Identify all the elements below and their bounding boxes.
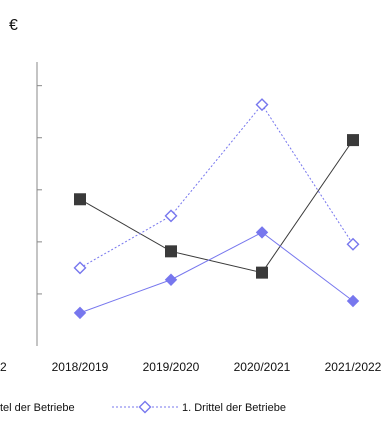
- data-point-s1-3: [346, 294, 360, 308]
- x-tick-label: 2019/2020: [143, 360, 200, 374]
- series-lines: [79, 103, 354, 314]
- x-tick-label: 2020/2021: [234, 360, 291, 374]
- data-point-s0-3: [347, 134, 359, 147]
- x-tick-label: 2018/2019: [52, 360, 109, 374]
- data-point-s1-0: [73, 306, 87, 320]
- x-tick-label: 2021/2022: [325, 360, 382, 374]
- data-point-s1-2: [255, 226, 269, 239]
- series-line-1: [79, 231, 354, 314]
- series-markers: [73, 98, 360, 320]
- chart-legend: tel der Betriebe 1. Drittel der Betriebe: [0, 400, 286, 414]
- data-point-s0-1: [165, 245, 177, 258]
- series-line-2: [79, 103, 354, 269]
- x-axis-labels: 2018/2019 2019/2020 2020/2021 2021/2022: [52, 360, 382, 374]
- data-point-s0-0: [74, 193, 86, 206]
- legend-swatch-marker: [138, 400, 152, 414]
- data-point-s1-1: [164, 273, 178, 286]
- data-point-s2-0: [73, 261, 87, 275]
- data-point-s2-2: [255, 98, 269, 112]
- data-point-s2-1: [164, 209, 178, 223]
- legend-label-0: tel der Betriebe: [0, 402, 75, 414]
- data-point-s0-2: [256, 266, 268, 279]
- unit-label: €: [9, 17, 18, 34]
- legend-label-1: 1. Drittel der Betriebe: [182, 402, 286, 414]
- y-axis-ticks: [37, 85, 42, 295]
- data-point-s2-3: [346, 237, 360, 251]
- series-line-0: [79, 139, 354, 274]
- x-axis-clipped-tick: 2: [0, 360, 7, 374]
